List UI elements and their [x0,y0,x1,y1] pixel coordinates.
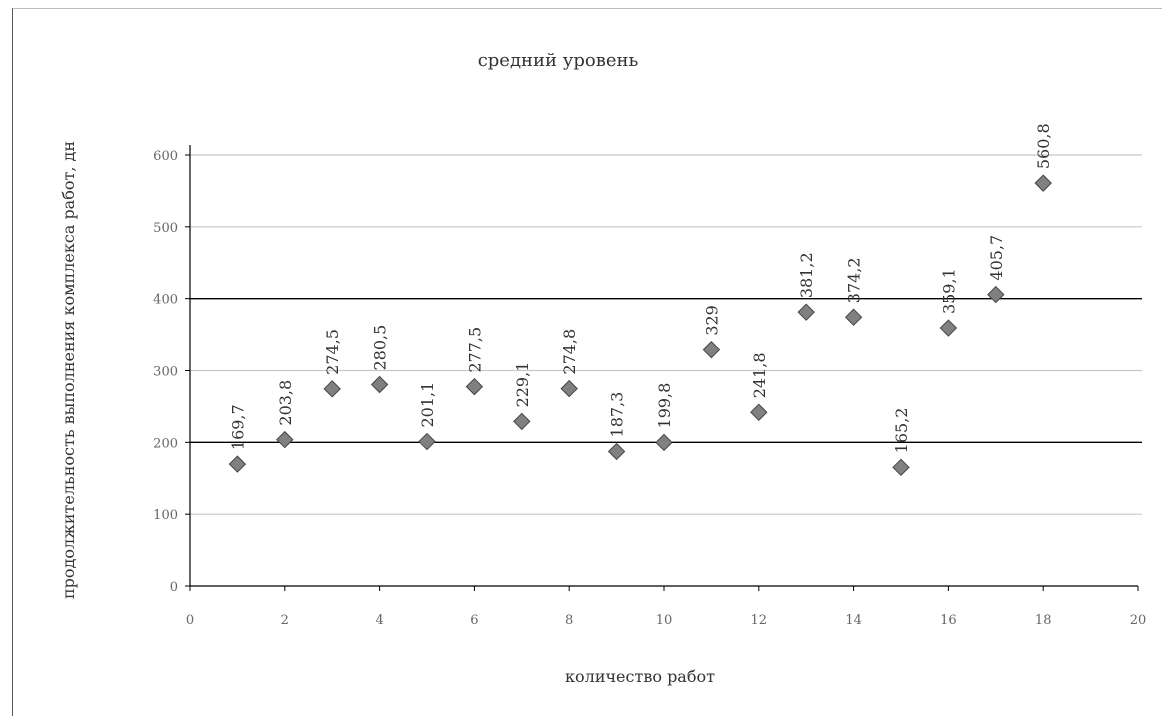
data-point [750,403,768,422]
data-point [702,340,721,359]
data-label: 274,8 [560,329,579,375]
data-point [1034,174,1052,192]
data-label: 374,2 [845,257,864,303]
x-tick-label: 8 [565,613,573,628]
x-tick-label: 0 [186,613,194,628]
data-point [892,458,910,477]
data-label: 381,2 [797,252,816,298]
data-point [370,375,389,394]
data-point [276,430,294,449]
data-point [797,303,815,321]
data-point [560,379,578,398]
data-point [513,412,531,431]
data-label: 169,7 [228,404,247,450]
y-tick-label: 200 [153,436,178,451]
y-tick-label: 100 [153,508,178,523]
chart-title: средний уровень [478,50,639,71]
data-label: 280,5 [371,325,390,371]
chart-frame [12,8,1162,716]
data-label: 229,1 [513,362,532,408]
data-point [228,455,247,473]
y-tick-label: 400 [153,293,178,308]
x-tick-label: 10 [656,613,673,628]
data-point [323,380,341,398]
x-tick-label: 16 [940,613,957,628]
plot-area: 0 100 200 300 400 500 600 0 2 4 6 8 10 12 14 16 18 20 169,… [153,123,1146,628]
x-axis-title: количество работ [565,667,715,686]
y-axis-title: продолжительность выполнения комплекса р… [59,141,78,599]
data-label: 405,7 [987,235,1006,281]
data-point [987,285,1005,304]
x-tick-label: 12 [751,613,768,628]
x-tick-label: 2 [281,613,289,628]
x-tick-label: 20 [1130,613,1147,628]
data-point [939,319,958,337]
data-label: 274,5 [323,329,342,375]
x-tick-label: 4 [375,613,383,628]
data-label: 201,1 [418,382,437,428]
data-label: 241,8 [750,352,769,398]
data-point [418,432,436,451]
data-label: 560,8 [1034,123,1053,169]
x-tick-label: 14 [845,613,862,628]
data-point [655,433,673,452]
data-label: 277,5 [465,327,484,373]
data-label: 165,2 [892,408,911,454]
data-label: 203,8 [276,380,295,426]
data-point [844,308,863,326]
y-tick-label: 0 [170,580,178,595]
data-point [607,442,626,461]
data-point [465,377,484,396]
data-label: 329 [702,305,721,336]
y-tick-label: 300 [153,365,178,380]
y-tick-label: 500 [153,221,178,236]
data-label: 359,1 [939,268,958,314]
data-label: 187,3 [608,392,627,438]
x-tick-label: 18 [1035,613,1052,628]
data-label: 199,8 [655,383,674,429]
y-tick-label: 600 [153,149,178,164]
x-tick-label: 6 [470,613,478,628]
y-axis-title-group: продолжительность выполнения комплекса р… [59,141,78,599]
